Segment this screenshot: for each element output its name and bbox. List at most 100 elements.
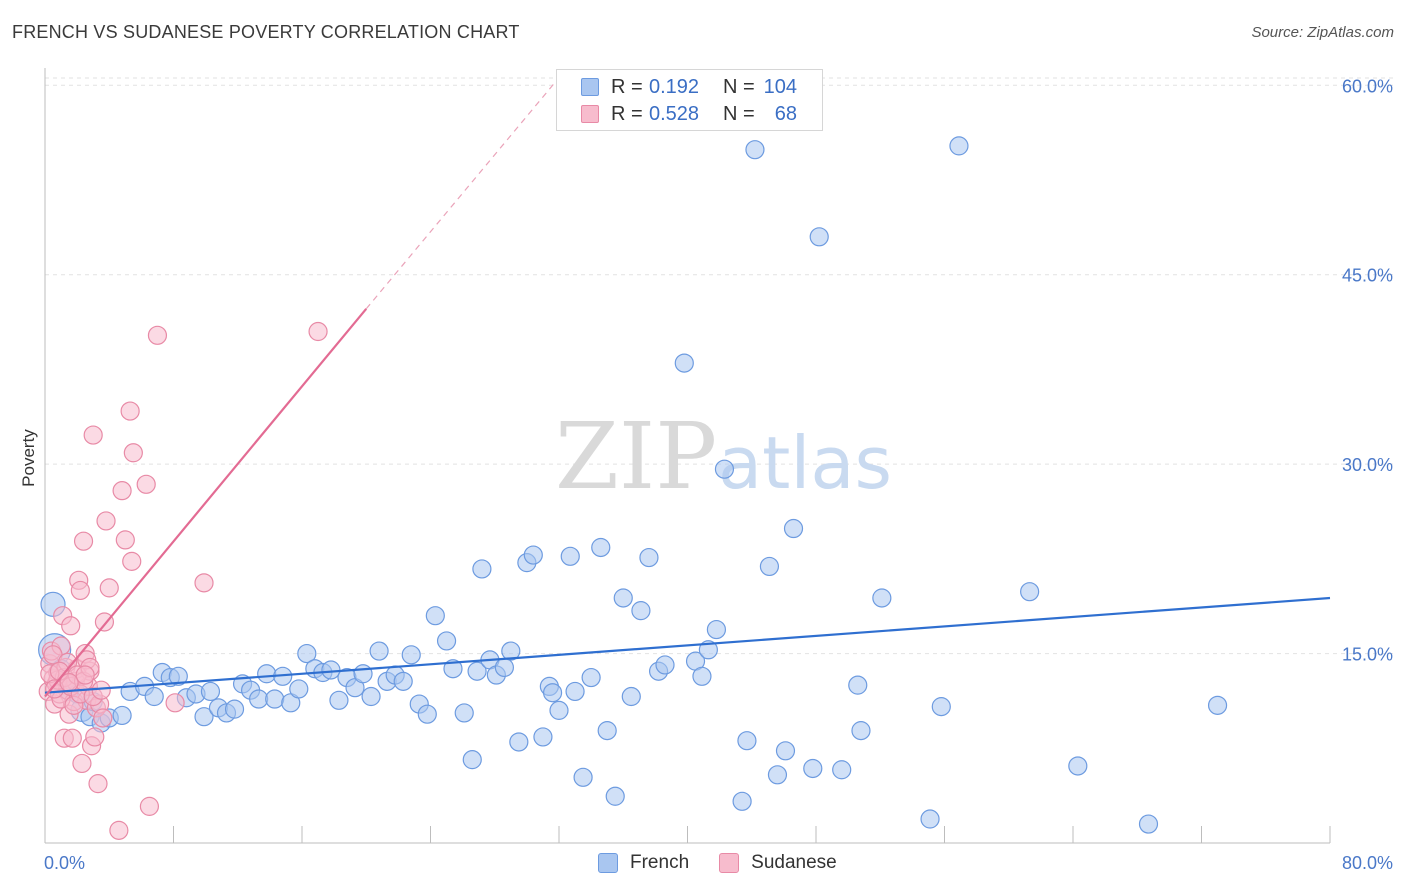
point-french xyxy=(949,136,969,156)
watermark-zip: ZIP xyxy=(555,403,717,510)
point-french xyxy=(767,765,788,785)
point-french xyxy=(714,459,735,479)
legend-swatch-french xyxy=(581,78,599,96)
point-sudanese xyxy=(62,728,82,748)
point-french xyxy=(249,689,269,709)
point-french xyxy=(692,666,712,686)
point-french xyxy=(1207,695,1228,715)
source-label: Source: ZipAtlas.com xyxy=(1251,24,1394,41)
legend-row-sudanese: R = 0.528 N = 68 xyxy=(581,102,797,126)
point-sudanese xyxy=(147,325,168,345)
point-sudanese xyxy=(122,551,142,571)
point-french xyxy=(454,703,474,723)
point-french xyxy=(112,705,132,726)
point-french xyxy=(655,655,675,675)
point-french xyxy=(168,666,188,686)
legend-n-label: N = xyxy=(723,102,755,125)
chart-title: FRENCH VS SUDANESE POVERTY CORRELATION C… xyxy=(12,22,520,42)
point-sudanese xyxy=(308,321,328,342)
point-french xyxy=(1020,582,1040,602)
point-sudanese xyxy=(75,665,95,685)
legend: R = 0.192 N = 104 R = 0.528 N = 68 xyxy=(556,69,823,131)
point-french xyxy=(848,675,868,695)
legend-row-french: R = 0.192 N = 104 xyxy=(581,75,797,99)
point-french xyxy=(639,547,659,568)
point-french xyxy=(353,664,373,684)
point-french xyxy=(581,667,601,688)
point-sudanese xyxy=(123,443,143,463)
point-sudanese xyxy=(96,511,116,531)
point-french xyxy=(851,721,871,741)
point-sudanese xyxy=(93,708,113,728)
point-french xyxy=(297,643,317,664)
point-french xyxy=(920,809,940,829)
point-sudanese xyxy=(136,474,156,494)
point-sudanese xyxy=(73,531,94,551)
series-legend-sudanese[interactable]: Sudanese xyxy=(719,852,837,874)
legend-r-label: R = xyxy=(611,75,643,98)
point-french xyxy=(200,681,221,702)
y-axis-label: Poverty xyxy=(19,429,38,487)
series-legend-french[interactable]: French xyxy=(598,852,689,874)
y-tick-label: 30.0% xyxy=(1342,455,1393,475)
point-french xyxy=(732,791,752,811)
y-tick-label: 45.0% xyxy=(1342,266,1393,286)
point-french xyxy=(509,732,529,752)
legend-swatch-sudanese xyxy=(581,105,599,123)
point-french xyxy=(393,671,413,691)
point-sudanese xyxy=(115,530,135,550)
series-swatch-sudanese xyxy=(719,853,740,873)
point-french xyxy=(759,556,780,577)
series-label-sudanese: Sudanese xyxy=(751,852,837,873)
point-french xyxy=(501,641,521,661)
series-legend: French Sudanese xyxy=(598,852,867,874)
point-sudanese xyxy=(85,727,105,747)
point-french xyxy=(631,601,651,621)
point-french xyxy=(289,679,309,699)
point-french xyxy=(775,741,796,761)
point-french xyxy=(565,681,585,702)
point-sudanese xyxy=(94,612,115,632)
tick-labels: 15.0% 30.0% 45.0% 60.0% 0.0% 80.0% xyxy=(44,76,1393,873)
point-french xyxy=(436,631,457,651)
point-sudanese xyxy=(120,401,140,421)
point-french xyxy=(737,731,757,751)
x-tick-label-max: 80.0% xyxy=(1342,853,1393,873)
point-french xyxy=(783,518,804,539)
point-sudanese xyxy=(83,425,103,445)
point-french xyxy=(745,140,765,160)
point-french xyxy=(706,619,727,640)
point-french xyxy=(698,640,718,660)
point-french xyxy=(931,697,951,717)
point-french xyxy=(329,690,349,710)
legend-n-label: N = xyxy=(723,75,755,98)
point-sudanese xyxy=(88,774,108,794)
trend-line-french xyxy=(44,596,1331,694)
point-french xyxy=(467,661,487,681)
point-french xyxy=(872,588,892,608)
point-french xyxy=(542,683,563,703)
point-french xyxy=(803,758,823,779)
point-sudanese xyxy=(139,796,160,816)
legend-r-value: 0.528 xyxy=(649,102,700,125)
point-french xyxy=(809,227,829,247)
point-french xyxy=(443,659,463,679)
series-swatch-french xyxy=(598,853,618,873)
point-sudanese xyxy=(70,580,90,601)
point-sudanese xyxy=(112,481,132,501)
point-french xyxy=(613,588,633,608)
legend-n-value: 104 xyxy=(763,75,797,98)
watermark: ZIP atlas xyxy=(555,403,892,510)
gridlines xyxy=(45,77,1395,655)
point-french xyxy=(523,545,543,565)
legend-r-label: R = xyxy=(611,102,643,125)
point-french xyxy=(533,727,553,747)
point-french xyxy=(597,721,617,741)
point-sudanese xyxy=(165,693,185,713)
trend-line-sudanese xyxy=(44,308,368,698)
point-sudanese xyxy=(99,578,119,598)
watermark-atlas: atlas xyxy=(718,421,892,505)
point-french xyxy=(549,700,569,720)
legend-n-value: 68 xyxy=(774,102,797,125)
point-french xyxy=(265,689,285,709)
